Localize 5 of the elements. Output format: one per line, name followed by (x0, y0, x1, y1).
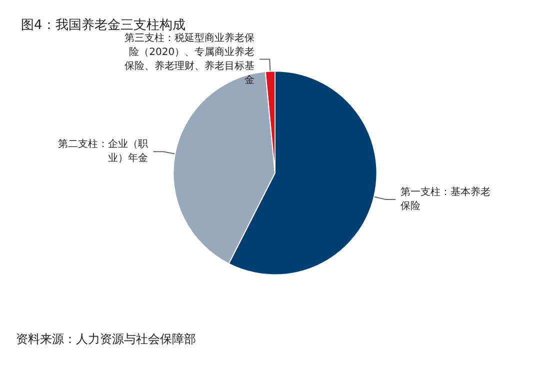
chart-title: 图4：我国养老金三支柱构成 (21, 17, 186, 33)
slice-label: 第一支柱：基本养老保险 (400, 186, 491, 212)
slice-label: 第二支柱：企业（职业）年金 (58, 138, 148, 164)
slice-label: 第三支柱：税延型商业养老保险（2020）、专属商业养老保险、养老理财、养老目标基金 (124, 32, 255, 86)
text: 资料来源：人力资源与社会保障部 (16, 332, 196, 346)
